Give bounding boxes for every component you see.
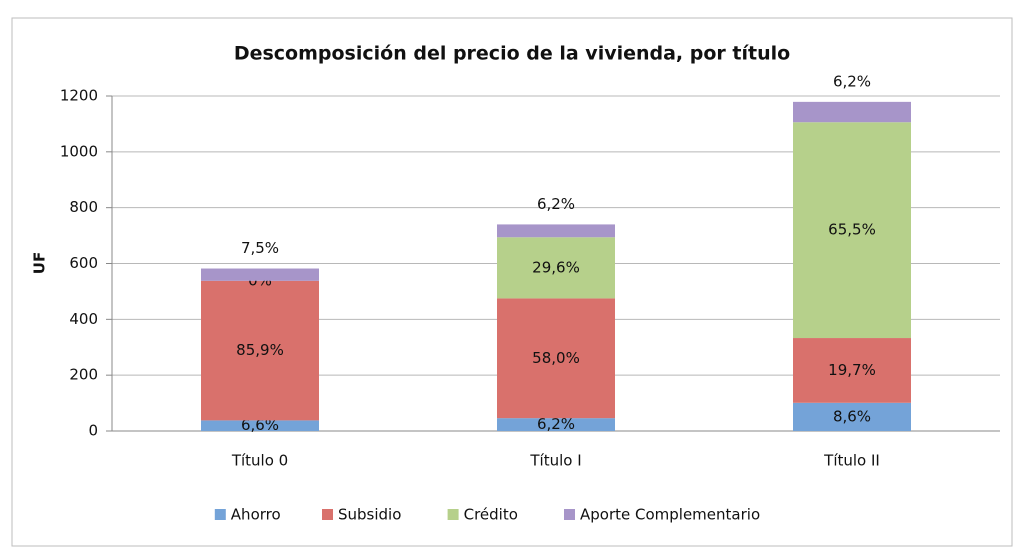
data-label: 6,2% (537, 195, 575, 213)
x-tick-label: Título I (529, 452, 581, 470)
legend-label: Ahorro (231, 506, 281, 524)
data-label: 6,2% (833, 72, 871, 90)
y-tick-label: 1200 (60, 87, 98, 105)
bar-segment (793, 338, 911, 403)
y-tick-label: 800 (69, 198, 98, 216)
bar-segment (201, 280, 319, 421)
bar-segment (793, 402, 911, 431)
data-label: 29,6% (532, 258, 580, 276)
legend-label: Crédito (464, 506, 518, 524)
bar-segment (201, 268, 319, 281)
data-label: 6,6% (241, 416, 279, 434)
bar-segment (497, 418, 615, 431)
y-axis-label: UF (31, 252, 49, 274)
y-tick-label: 0 (88, 422, 98, 440)
legend-label: Subsidio (338, 506, 401, 524)
x-tick-label: Título 0 (231, 452, 288, 470)
data-label: 8,6% (833, 407, 871, 425)
data-label: 85,9% (236, 341, 284, 359)
data-label: 65,5% (828, 221, 876, 239)
x-tick-label: Título II (823, 452, 880, 470)
bar-segment (497, 237, 615, 299)
bar-segment (201, 420, 319, 431)
legend-swatch (322, 509, 333, 520)
bar-segment (497, 224, 615, 238)
legend-swatch (447, 509, 459, 520)
bar-segment (793, 101, 911, 123)
chart-title: Descomposición del precio de la vivienda… (234, 43, 790, 65)
bar-segment (793, 122, 911, 339)
data-label: 58,0% (532, 349, 580, 367)
data-label: 6,2% (537, 415, 575, 433)
bar-segment (497, 298, 615, 419)
y-tick-label: 400 (69, 310, 98, 328)
legend-swatch (214, 509, 226, 520)
data-label: 7,5% (241, 239, 279, 257)
y-tick-label: 600 (69, 254, 98, 272)
legend-swatch (564, 509, 575, 520)
y-tick-label: 1000 (60, 142, 98, 160)
y-tick-label: 200 (69, 366, 98, 384)
legend-label: Aporte Complementario (580, 506, 760, 524)
data-label: 19,7% (828, 361, 876, 379)
